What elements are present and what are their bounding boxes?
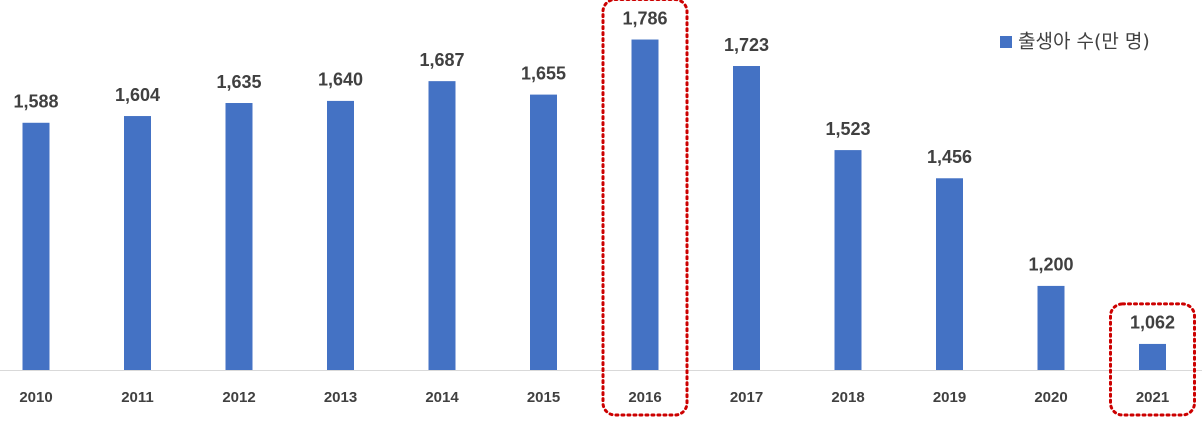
bar (631, 39, 659, 370)
x-tick-label: 2014 (425, 389, 459, 406)
bar (530, 94, 557, 371)
bar (733, 66, 760, 371)
value-label: 1,786 (622, 8, 667, 28)
bar (225, 103, 253, 371)
x-tick-label: 2010 (19, 389, 52, 406)
value-label: 1,200 (1028, 255, 1073, 275)
x-tick-label: 2019 (933, 389, 966, 406)
x-tick-label: 2016 (628, 389, 661, 406)
value-label: 1,723 (724, 35, 769, 55)
bar (428, 81, 456, 370)
highlight-box (1109, 302, 1196, 417)
bar (1139, 343, 1166, 370)
legend-swatch (1000, 36, 1012, 48)
x-tick-label: 2013 (324, 389, 357, 406)
value-label: 1,604 (115, 85, 160, 105)
value-label: 1,687 (419, 50, 464, 70)
x-tick-label: 2015 (527, 389, 560, 406)
bar (1037, 285, 1065, 370)
bar (124, 116, 151, 370)
value-label: 1,588 (13, 92, 58, 112)
bar (834, 150, 862, 370)
x-tick-label: 2020 (1034, 389, 1067, 406)
value-label: 1,635 (216, 72, 261, 92)
x-tick-label: 2011 (121, 389, 154, 406)
x-tick-label: 2021 (1136, 389, 1169, 406)
legend-label: 출생아 수(만 명) (1018, 31, 1150, 53)
value-label: 1,655 (521, 63, 566, 83)
value-label: 1,456 (927, 147, 972, 167)
bar (327, 100, 354, 370)
value-label: 1,640 (318, 70, 363, 90)
x-tick-label: 2012 (222, 389, 255, 406)
x-tick-label: 2017 (730, 389, 763, 406)
value-label: 1,523 (825, 119, 870, 139)
x-tick-label: 2018 (831, 389, 864, 406)
highlight-box (601, 0, 689, 417)
bar (936, 178, 963, 370)
bar (22, 122, 50, 370)
value-label: 1,062 (1130, 313, 1175, 333)
